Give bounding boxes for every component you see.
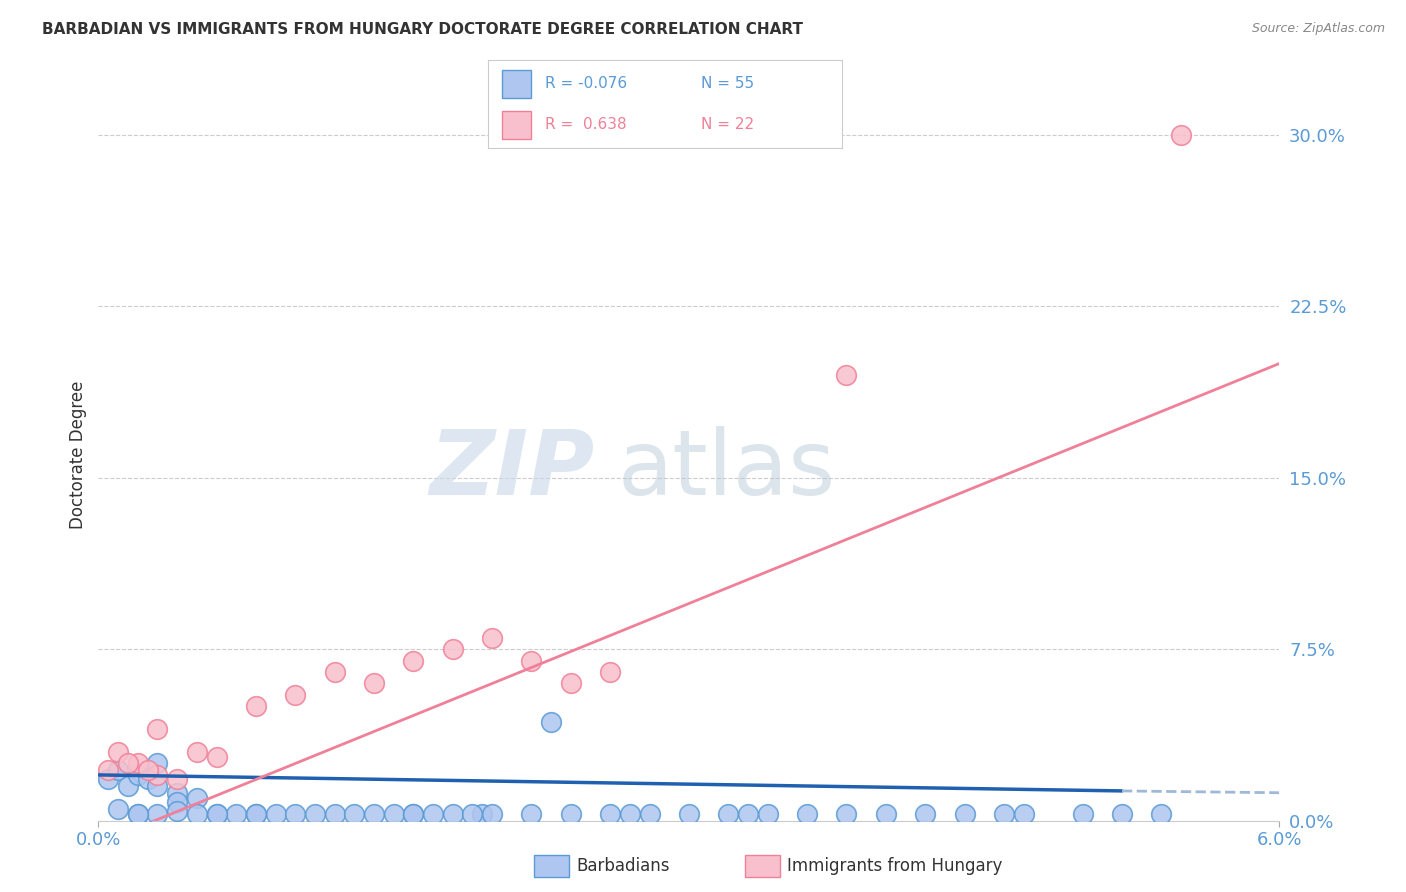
Point xyxy=(107,802,129,816)
Point xyxy=(186,790,208,805)
Point xyxy=(619,806,641,821)
Point xyxy=(953,806,976,821)
Point xyxy=(481,631,503,645)
Point xyxy=(127,756,149,771)
Text: Barbadians: Barbadians xyxy=(576,857,671,875)
Point xyxy=(205,806,228,821)
Point xyxy=(678,806,700,821)
Point xyxy=(264,806,287,821)
Point xyxy=(717,806,740,821)
Point xyxy=(146,806,169,821)
Point xyxy=(520,806,543,821)
Point xyxy=(560,676,582,690)
Point xyxy=(146,723,169,737)
Point xyxy=(166,786,188,800)
Point xyxy=(186,745,208,759)
Point xyxy=(323,806,346,821)
Point xyxy=(146,756,169,771)
Point xyxy=(186,806,208,821)
Text: Immigrants from Hungary: Immigrants from Hungary xyxy=(787,857,1002,875)
Point xyxy=(117,756,139,771)
Point xyxy=(481,806,503,821)
Point xyxy=(737,806,759,821)
Text: Source: ZipAtlas.com: Source: ZipAtlas.com xyxy=(1251,22,1385,36)
Point xyxy=(323,665,346,679)
Point xyxy=(304,806,326,821)
Point xyxy=(560,806,582,821)
Point xyxy=(284,688,307,702)
Point xyxy=(382,806,405,821)
Point xyxy=(835,806,858,821)
Point xyxy=(136,764,159,778)
Point xyxy=(599,806,621,821)
Point xyxy=(284,806,307,821)
Point xyxy=(205,749,228,764)
Point xyxy=(107,745,129,759)
Point xyxy=(205,806,228,821)
Text: R = -0.076: R = -0.076 xyxy=(546,76,627,91)
Point xyxy=(343,806,366,821)
FancyBboxPatch shape xyxy=(502,70,530,98)
Point xyxy=(422,806,444,821)
Point xyxy=(225,806,247,821)
Point xyxy=(756,806,779,821)
Text: N = 22: N = 22 xyxy=(700,117,754,131)
Point xyxy=(599,665,621,679)
Point xyxy=(136,772,159,787)
Point xyxy=(1012,806,1035,821)
Point xyxy=(245,806,267,821)
Point xyxy=(1170,128,1192,142)
Point xyxy=(402,654,425,668)
Point xyxy=(993,806,1015,821)
Point xyxy=(1150,806,1173,821)
Point xyxy=(520,654,543,668)
Point xyxy=(127,806,149,821)
Point xyxy=(471,806,494,821)
Point xyxy=(796,806,818,821)
Point xyxy=(1111,806,1133,821)
Point xyxy=(146,768,169,782)
Point xyxy=(363,806,385,821)
Point xyxy=(117,780,139,794)
Point xyxy=(875,806,897,821)
Point xyxy=(461,806,484,821)
Point xyxy=(638,806,661,821)
Point xyxy=(402,806,425,821)
Point xyxy=(107,764,129,778)
Point xyxy=(127,768,149,782)
Point xyxy=(441,642,464,657)
Point xyxy=(127,806,149,821)
Point xyxy=(402,806,425,821)
Point xyxy=(245,806,267,821)
Point xyxy=(166,805,188,819)
Point xyxy=(441,806,464,821)
FancyBboxPatch shape xyxy=(502,111,530,139)
Y-axis label: Doctorate Degree: Doctorate Degree xyxy=(69,381,87,529)
Text: BARBADIAN VS IMMIGRANTS FROM HUNGARY DOCTORATE DEGREE CORRELATION CHART: BARBADIAN VS IMMIGRANTS FROM HUNGARY DOC… xyxy=(42,22,803,37)
Text: ZIP: ZIP xyxy=(429,425,595,514)
Text: R =  0.638: R = 0.638 xyxy=(546,117,627,131)
Point xyxy=(835,368,858,382)
Point xyxy=(146,780,169,794)
Point xyxy=(1071,806,1094,821)
Point xyxy=(540,715,562,730)
Text: N = 55: N = 55 xyxy=(700,76,754,91)
Point xyxy=(97,764,120,778)
Point xyxy=(914,806,936,821)
Point xyxy=(363,676,385,690)
Point xyxy=(166,772,188,787)
Point xyxy=(166,796,188,810)
Text: atlas: atlas xyxy=(619,425,837,514)
Point xyxy=(97,772,120,787)
Point xyxy=(245,699,267,714)
